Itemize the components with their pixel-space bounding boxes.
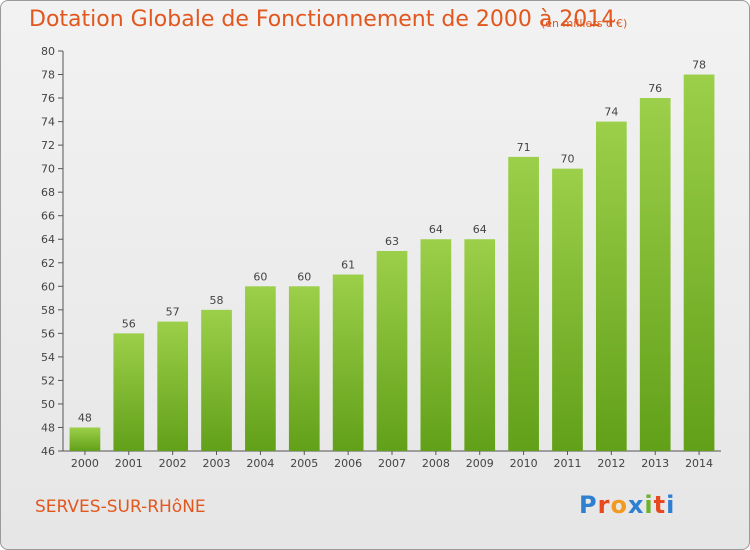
x-tick-label: 2014 [685, 457, 713, 470]
value-label-2001: 56 [122, 317, 136, 330]
x-tick-label: 2000 [71, 457, 99, 470]
proxiti-logo: Proxiti [579, 491, 675, 519]
logo-letter: r [597, 491, 611, 519]
bar-2009 [464, 239, 496, 451]
value-labels: 48 56 57 58 60 60 61 63 64 64 71 70 74 76 78 [78, 59, 706, 425]
bar-2008 [420, 239, 452, 451]
y-tick-label: 74 [41, 116, 55, 129]
y-tick-label: 78 [41, 69, 55, 82]
value-label-2008: 64 [429, 223, 443, 236]
bar-2006 [332, 274, 364, 451]
x-tick-label: 2003 [203, 457, 231, 470]
y-tick-label: 58 [41, 304, 55, 317]
bar-2012 [595, 121, 627, 452]
commune-name: SERVES-SUR-RHôNE [35, 497, 206, 517]
y-tick-label: 60 [41, 280, 55, 293]
value-label-2004: 60 [253, 270, 267, 283]
logo-letter: t [653, 491, 667, 519]
bar-2007 [376, 251, 408, 451]
y-tick-label: 52 [41, 374, 55, 387]
y-tick-label: 46 [41, 445, 55, 458]
x-tick-label: 2002 [159, 457, 187, 470]
value-label-2014: 78 [692, 59, 706, 72]
y-tick-label: 70 [41, 163, 55, 176]
x-tick-label: 2007 [378, 457, 406, 470]
x-tick-label: 2005 [290, 457, 318, 470]
y-tick-label: 54 [41, 351, 55, 364]
bar-2003 [201, 309, 232, 451]
logo-letter: i [644, 491, 654, 519]
bar-2005 [288, 286, 320, 451]
value-label-2000: 48 [78, 411, 92, 424]
x-tick-label: 2011 [553, 457, 581, 470]
y-tick-label: 56 [41, 327, 55, 340]
bar-2001 [113, 333, 145, 451]
bar-2013 [639, 98, 671, 451]
chart-subtitle: (en milliers d'€) [541, 17, 628, 30]
value-label-2006: 61 [341, 259, 355, 272]
value-label-2005: 60 [297, 270, 311, 283]
y-tick-label: 66 [41, 210, 55, 223]
bar-2004 [245, 286, 276, 451]
x-tick-label: 2009 [466, 457, 494, 470]
x-tick-label: 2001 [115, 457, 143, 470]
x-tick-label: 2004 [246, 457, 274, 470]
x-tick-label: 2010 [510, 457, 538, 470]
logo-letter: i [666, 491, 676, 519]
value-label-2013: 76 [648, 82, 662, 95]
axes: 46 48 50 52 54 56 58 60 62 64 66 68 70 72 74 76 78 80 2000… [41, 45, 721, 470]
y-tick-label: 64 [41, 233, 55, 246]
bar-2010 [508, 156, 539, 451]
bar-2000 [69, 427, 101, 451]
y-tick-label: 80 [41, 45, 55, 58]
value-label-2007: 63 [385, 235, 399, 248]
bar-2011 [552, 168, 583, 451]
y-tick-label: 68 [41, 186, 55, 199]
y-tick-label: 62 [41, 257, 55, 270]
value-label-2002: 57 [166, 306, 180, 319]
value-label-2011: 70 [560, 153, 574, 166]
chart-title: Dotation Globale de Fonctionnement de 20… [29, 7, 616, 32]
bar-2002 [157, 321, 189, 451]
bars [69, 74, 715, 452]
value-label-2009: 64 [473, 223, 487, 236]
y-tick-label: 48 [41, 421, 55, 434]
value-label-2012: 74 [604, 106, 618, 119]
y-tick-label: 72 [41, 139, 55, 152]
y-tick-label: 50 [41, 398, 55, 411]
y-tick-label: 76 [41, 92, 55, 105]
bar-2014 [683, 74, 715, 451]
x-tick-label: 2006 [334, 457, 362, 470]
value-label-2003: 58 [210, 294, 224, 307]
x-tick-label: 2013 [641, 457, 669, 470]
logo-letter: P [579, 491, 598, 519]
x-tick-label: 2008 [422, 457, 450, 470]
x-tick-label: 2012 [597, 457, 625, 470]
logo-letter: x [627, 491, 645, 519]
logo-letter: o [610, 491, 628, 519]
value-label-2010: 71 [517, 141, 531, 154]
